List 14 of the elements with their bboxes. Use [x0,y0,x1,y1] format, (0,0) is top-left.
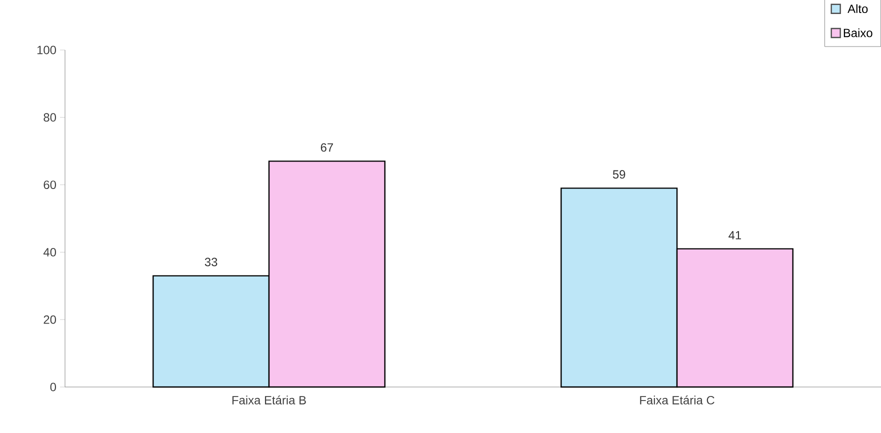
data-label: 33 [204,258,218,266]
legend-label: Baixo [844,28,872,38]
data-label: 41 [728,231,742,240]
legend-label: Alto [848,4,868,14]
y-tick-label: 100 [37,46,56,54]
y-tick-label: 0 [50,382,56,392]
y-tick-label: 60 [44,180,56,190]
x-tick-label: Faixa Etária B [232,396,306,404]
data-label: 67 [320,143,333,152]
y-tick-label: 20 [44,315,56,324]
y-tick-label: 80 [44,113,56,122]
data-label: 59 [612,170,626,179]
x-tick-label: Faixa Etária C [640,396,714,404]
y-tick-label: 40 [43,248,56,256]
